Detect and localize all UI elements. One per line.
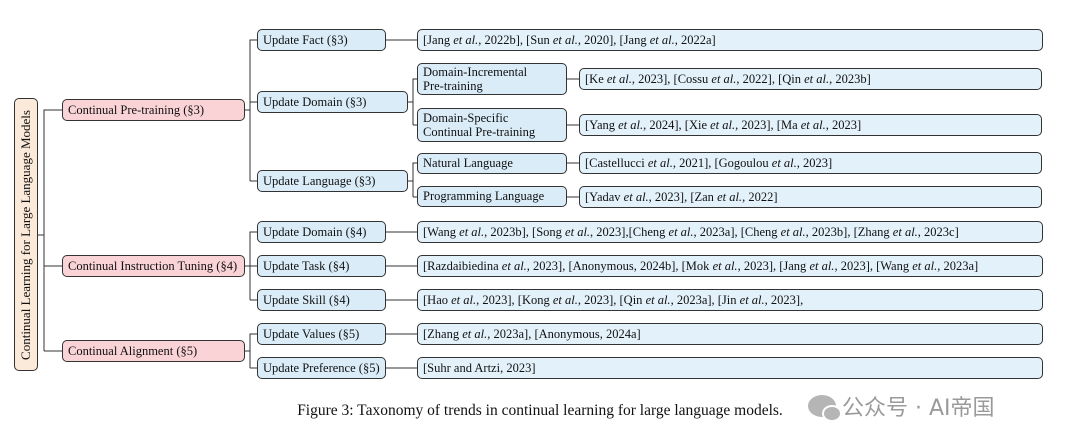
domain-incremental-refs-text: [Ke et al., 2023], [Cossu et al., 2022],…	[585, 71, 871, 86]
update-skill-refs-text: [Hao et al., 2023], [Kong et al., 2023],…	[423, 292, 804, 307]
wechat-icon	[808, 395, 842, 422]
update-skill-label: Update Skill (§4)	[263, 292, 350, 307]
update-domain-instruction-refs: [Wang et al., 2023b], [Song et al., 2023…	[417, 221, 1043, 243]
update-fact-refs-text: [Jang et al., 2022b], [Sun et al., 2020]…	[423, 32, 716, 47]
programming-language-refs: [Yadav et al., 2023], [Zan et al., 2022]	[579, 186, 1042, 208]
domain-incremental-line1: Domain-Incremental	[423, 64, 528, 79]
programming-language-refs-text: [Yadav et al., 2023], [Zan et al., 2022]	[585, 189, 778, 204]
update-language-node: Update Language (§3)	[257, 170, 408, 192]
pretraining-label: Continual Pre-training (§3)	[68, 102, 205, 117]
natural-language-label: Natural Language	[423, 156, 513, 171]
domain-incremental-refs: [Ke et al., 2023], [Cossu et al., 2022],…	[579, 68, 1042, 90]
update-preference-node: Update Preference (§5)	[257, 357, 386, 379]
update-preference-refs-text: [Suhr and Artzi, 2023]	[423, 360, 536, 375]
update-skill-refs: [Hao et al., 2023], [Kong et al., 2023],…	[417, 289, 1043, 311]
update-domain-pretraining-node: Update Domain (§3)	[257, 91, 408, 113]
update-fact-label: Update Fact (§3)	[263, 32, 348, 47]
watermark: 公众号 · AI帝国	[808, 390, 995, 422]
alignment-node: Continual Alignment (§5)	[62, 340, 245, 362]
update-preference-refs: [Suhr and Artzi, 2023]	[417, 357, 1043, 379]
watermark-text: 公众号 · AI帝国	[842, 396, 995, 421]
pretraining-node: Continual Pre-training (§3)	[62, 99, 245, 121]
update-task-label: Update Task (§4)	[263, 258, 350, 273]
domain-specific-refs: [Yang et al., 2024], [Xie et al., 2023],…	[579, 114, 1042, 136]
natural-language-refs-text: [Castellucci et al., 2021], [Gogoulou et…	[585, 155, 833, 170]
update-domain-instruction-label: Update Domain (§4)	[263, 224, 367, 239]
domain-specific-refs-text: [Yang et al., 2024], [Xie et al., 2023],…	[585, 117, 862, 132]
update-values-refs-text: [Zhang et al., 2023a], [Anonymous, 2024a…	[423, 326, 641, 341]
update-skill-node: Update Skill (§4)	[257, 289, 386, 311]
programming-language-node: Programming Language	[417, 186, 567, 207]
update-preference-label: Update Preference (§5)	[263, 360, 380, 375]
update-domain-pretraining-label: Update Domain (§3)	[263, 94, 367, 109]
root-node: Continual Learning for Large Language Mo…	[14, 98, 38, 371]
update-values-node: Update Values (§5)	[257, 323, 386, 345]
update-domain-instruction-refs-text: [Wang et al., 2023b], [Song et al., 2023…	[423, 224, 959, 239]
update-fact-node: Update Fact (§3)	[257, 29, 386, 51]
instruction-tuning-node: Continual Instruction Tuning (§4)	[62, 255, 245, 277]
programming-language-label: Programming Language	[423, 189, 545, 204]
domain-specific-line2: Continual Pre-training	[423, 125, 536, 139]
natural-language-node: Natural Language	[417, 153, 567, 174]
update-values-refs: [Zhang et al., 2023a], [Anonymous, 2024a…	[417, 323, 1043, 345]
alignment-label: Continual Alignment (§5)	[68, 343, 198, 358]
domain-specific-line1: Domain-Specific	[423, 110, 509, 125]
update-fact-refs: [Jang et al., 2022b], [Sun et al., 2020]…	[417, 29, 1043, 51]
domain-incremental-node: Domain-Incremental Pre-training	[417, 63, 567, 95]
update-values-label: Update Values (§5)	[263, 326, 360, 341]
natural-language-refs: [Castellucci et al., 2021], [Gogoulou et…	[579, 152, 1042, 174]
root-label: Continual Learning for Large Language Mo…	[18, 109, 33, 360]
instruction-tuning-label: Continual Instruction Tuning (§4)	[68, 258, 238, 273]
domain-specific-node: Domain-Specific Continual Pre-training	[417, 108, 567, 142]
update-domain-instruction-node: Update Domain (§4)	[257, 221, 386, 243]
update-language-label: Update Language (§3)	[263, 173, 376, 188]
update-task-refs: [Razdaibiedina et al., 2023], [Anonymous…	[417, 255, 1043, 277]
figure-caption: Figure 3: Taxonomy of trends in continua…	[297, 402, 783, 419]
domain-incremental-line2: Pre-training	[423, 79, 483, 93]
update-task-refs-text: [Razdaibiedina et al., 2023], [Anonymous…	[423, 258, 979, 273]
update-task-node: Update Task (§4)	[257, 255, 386, 277]
